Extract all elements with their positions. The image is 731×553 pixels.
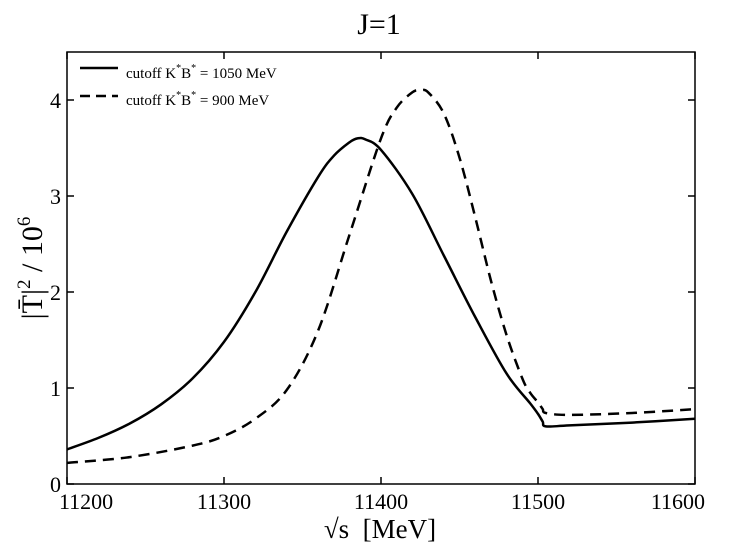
y-axis-label: |T̄|2 / 106 — [14, 217, 49, 320]
legend: cutoff K*B* = 1050 MeV cutoff K*B* = 900… — [80, 63, 277, 109]
series-line-1050 — [66, 136, 696, 451]
legend-1050-mid: B — [181, 66, 191, 82]
plot-frame — [66, 51, 696, 485]
x-tick-labels: 11200 11300 11400 11500 11600 — [59, 489, 705, 514]
legend-900-sup2: * — [191, 90, 196, 101]
legend-900-mid: B — [181, 93, 191, 109]
y-label-tail: / 10 — [16, 226, 49, 279]
x-tick-label: 11500 — [511, 489, 565, 514]
y-tick-label: 1 — [50, 376, 61, 401]
legend-1050-sup2: * — [191, 63, 196, 74]
y-tick-label: 2 — [50, 280, 61, 305]
y-label-exp: 2 — [14, 280, 35, 290]
x-tick-label: 11600 — [651, 489, 705, 514]
y-tick-label: 0 — [50, 472, 61, 497]
x-tick-label: 11400 — [354, 489, 408, 514]
legend-1050-suffix: = 1050 MeV — [196, 66, 277, 82]
axis-ticks — [66, 52, 696, 485]
chart-title: J=1 — [357, 8, 401, 41]
x-tick-label: 11300 — [197, 489, 251, 514]
x-tick-label: 11200 — [59, 489, 113, 514]
legend-label-900: cutoff K*B* = 900 MeV — [126, 90, 269, 109]
legend-1050-prefix: cutoff K — [126, 66, 176, 82]
series-layer — [66, 88, 696, 465]
legend-1050-sup1: * — [176, 63, 181, 74]
legend-900-suffix: = 900 MeV — [196, 93, 269, 109]
series-line-900 — [66, 88, 696, 465]
x-axis-label: √s [MeV] — [324, 514, 436, 544]
y-label-base: |T̄| — [16, 289, 49, 319]
y-label-tail-exp: 6 — [14, 217, 35, 227]
legend-900-prefix: cutoff K — [126, 93, 176, 109]
y-tick-label: 3 — [50, 184, 61, 209]
legend-900-sup1: * — [176, 90, 181, 101]
y-tick-label: 4 — [50, 88, 61, 113]
y-tick-labels: 0 1 2 3 4 — [50, 88, 61, 497]
legend-label-1050: cutoff K*B* = 1050 MeV — [126, 63, 277, 82]
